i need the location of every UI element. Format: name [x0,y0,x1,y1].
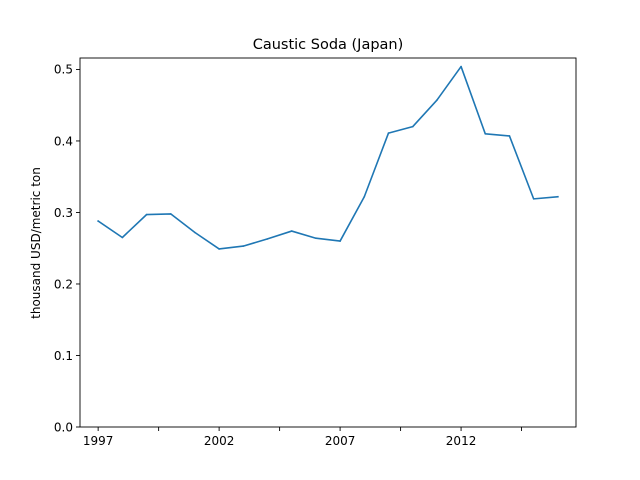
data-point [145,213,148,216]
data-point [218,248,220,250]
data-point [508,135,511,137]
axes-frame [79,57,577,428]
x-tick-label: 1997 [83,434,114,448]
data-point [532,198,535,200]
data-point [290,230,293,232]
y-axis-label: thousand USD/metric ton [29,167,43,319]
data-point [242,245,245,247]
data-point [194,231,196,234]
data-point [315,237,317,240]
data-point [266,238,269,240]
data-point [436,99,438,101]
y-tick-label: 0.3 [54,206,73,220]
y-tick-label: 0.2 [54,277,73,291]
data-point [460,65,462,68]
data-point [557,195,559,198]
data-point [121,236,124,239]
data-point [363,195,366,198]
data-point [387,132,390,134]
y-tick-label: 0.0 [54,420,73,434]
x-tick-label: 2012 [446,434,477,448]
data-point [169,213,172,215]
y-tick-label: 0.4 [54,134,73,148]
y-tick-label: 0.5 [54,63,73,77]
y-tick-label: 0.1 [54,349,73,363]
x-tick-label: 2002 [204,434,235,448]
data-point [484,133,487,135]
series-line [97,65,559,250]
x-tick-label: 2007 [325,434,356,448]
chart-title: Caustic Soda (Japan) [253,37,404,53]
plot-area: 1997 2002 2007 2012 0.0 0.1 0.2 0.3 0.4 0.5 [54,57,577,448]
data-point [411,125,414,128]
data-point [339,240,341,242]
data-point [97,220,99,222]
